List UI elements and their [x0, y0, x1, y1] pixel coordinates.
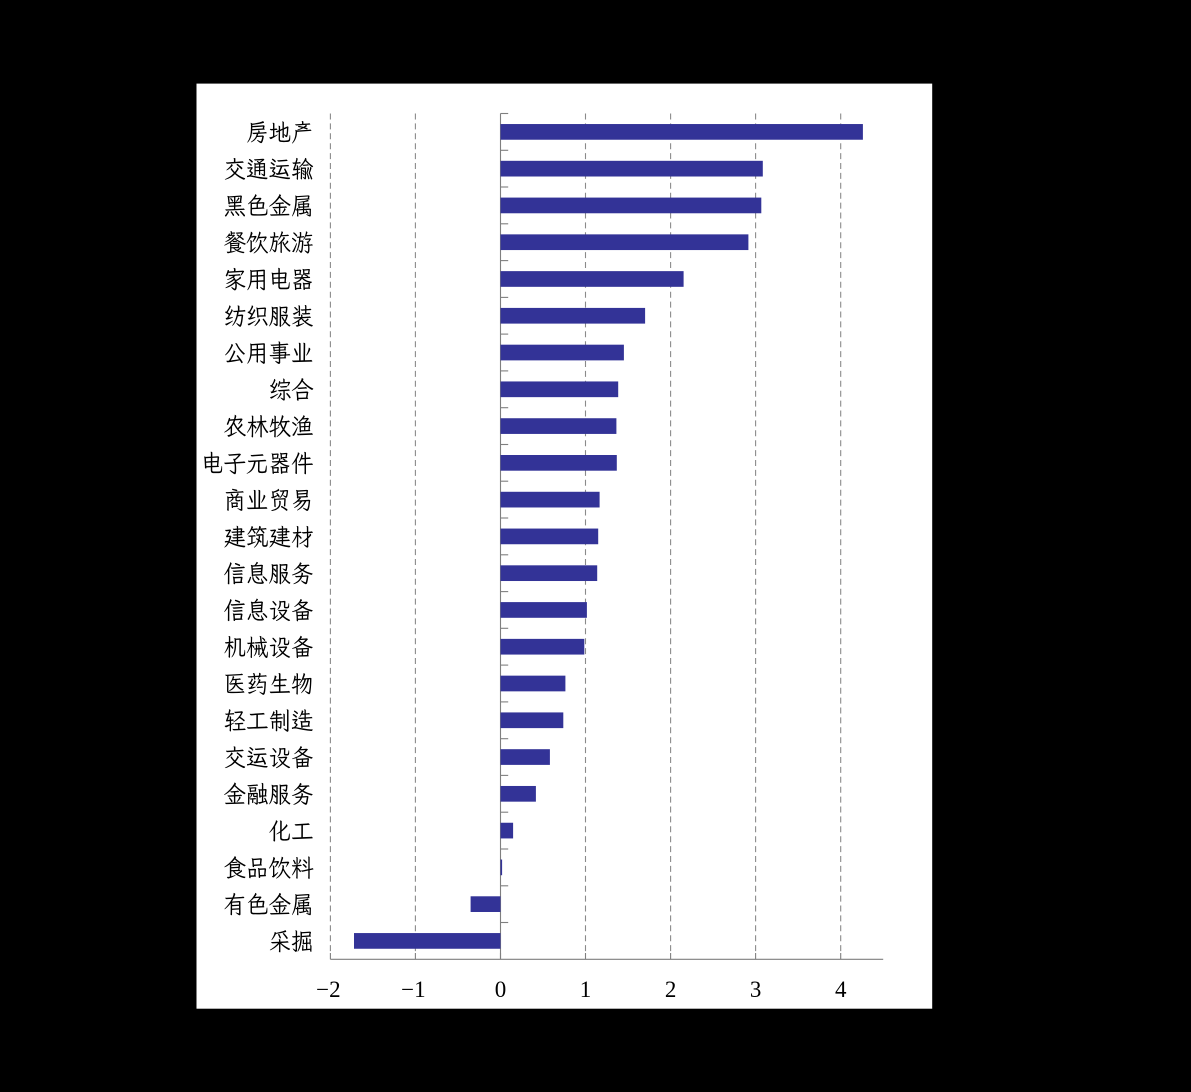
svg-text:1: 1	[580, 977, 592, 1002]
svg-text:3: 3	[750, 977, 762, 1002]
svg-text:4: 4	[835, 977, 847, 1002]
svg-text:0: 0	[495, 977, 507, 1002]
svg-text:2: 2	[665, 977, 677, 1002]
svg-text:−1: −1	[401, 977, 425, 1002]
svg-text:−2: −2	[316, 977, 340, 1002]
